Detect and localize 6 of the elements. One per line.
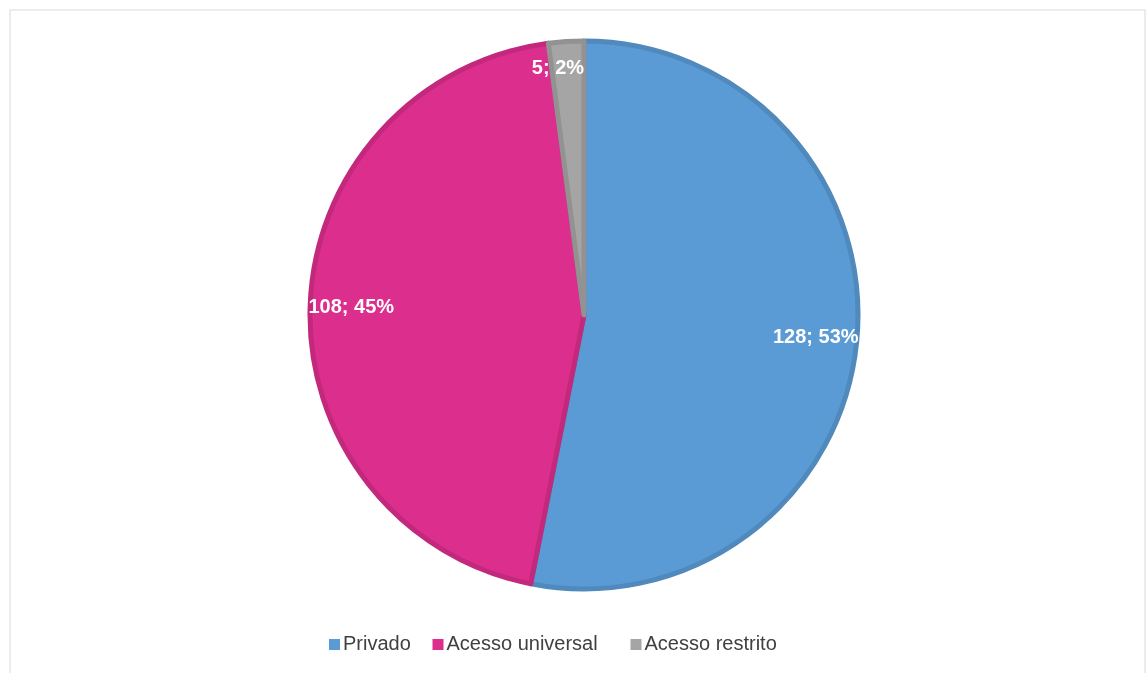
legend-label: Privado [343, 632, 411, 655]
data-label: 128; 53% [772, 325, 859, 348]
legend-label: Acesso restrito [644, 632, 777, 655]
legend-label: Acesso universal [446, 632, 598, 655]
data-label: 108; 45% [308, 294, 395, 317]
data-label: 5; 2% [531, 56, 585, 79]
